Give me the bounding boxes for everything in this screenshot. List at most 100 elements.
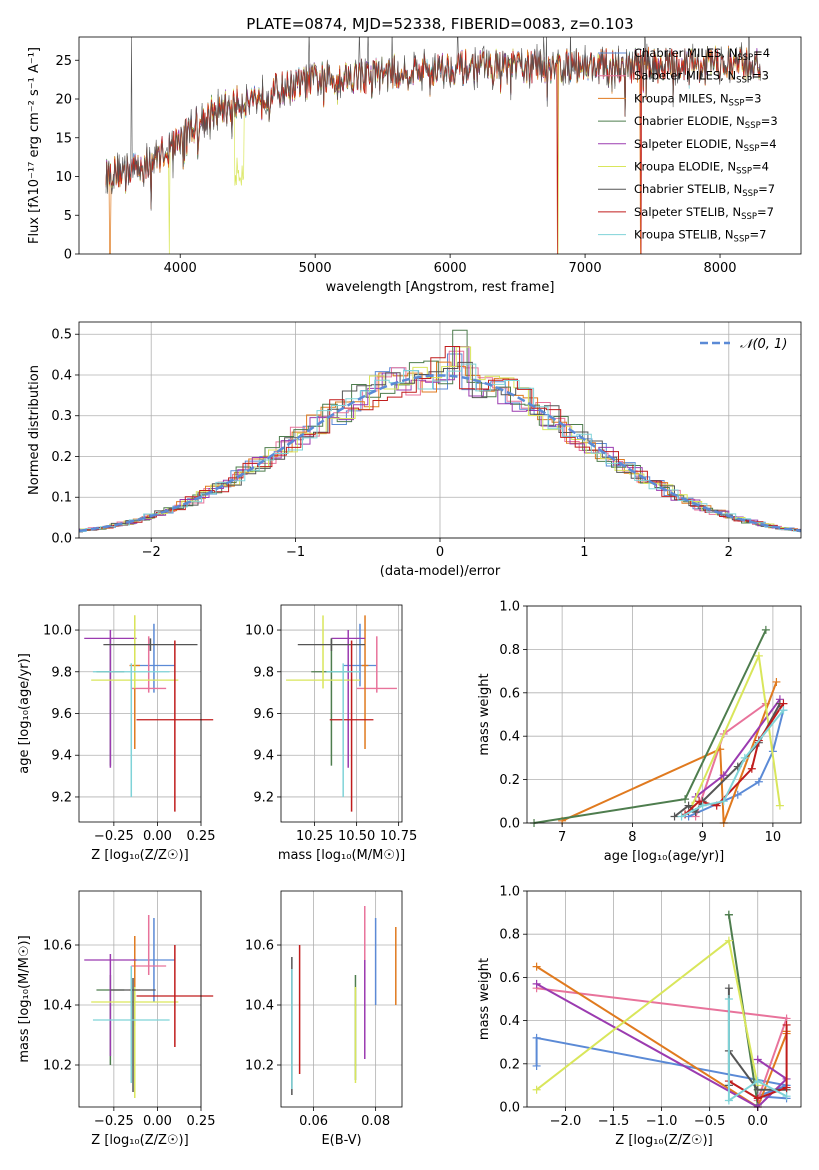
y-axis-label: Normed distribution xyxy=(27,365,42,495)
y-tick-label: 20 xyxy=(55,93,72,108)
mass-vs-metallicity-plot: −0.25 0.00 0.25 10.2 10.4 10.6 Z [log₁₀(Z/Z☉)]… xyxy=(17,890,215,1148)
plot-frame xyxy=(78,890,202,1108)
x-tick-label: 0 xyxy=(436,545,444,560)
x-tick-label: 0.00 xyxy=(143,829,172,844)
weight-marker-salpeter_elodie xyxy=(719,771,728,780)
weight-line-kroupa_stelib xyxy=(727,999,788,1103)
y-tick-label: 10.0 xyxy=(43,624,72,639)
weight-marker-kroupa_stelib xyxy=(740,753,749,762)
y-tick-label: 1.0 xyxy=(499,885,520,900)
hist-salpeter_stelib xyxy=(79,346,801,532)
x-tick-label: 0.25 xyxy=(187,829,216,844)
y-tick-label: 0.2 xyxy=(51,450,72,465)
weight-vs-metallicity-plot: −2.0 −1.5 −1.0 −0.5 0.0 0.0 0.2 0.4 0.6 0.8 1.0 Z [… xyxy=(477,885,802,1148)
errorbar-salpeter_stelib xyxy=(136,640,214,812)
y-tick-label: 10.2 xyxy=(43,1059,72,1074)
errorbar-salpeter_miles xyxy=(356,636,397,693)
y-axis-label: mass [log₁₀(M/M☉)] xyxy=(17,935,32,1062)
normal-curve xyxy=(79,374,801,533)
y-tick-label: 0.2 xyxy=(499,1057,520,1072)
x-tick-label: 8000 xyxy=(703,261,736,276)
y-tick-label: 9.4 xyxy=(51,749,72,764)
weight-marker-chabrier_miles xyxy=(754,777,763,786)
y-tick-label: 0.3 xyxy=(51,409,72,424)
weight-marker-kroupa_elodie xyxy=(775,801,784,810)
y-axis-label: age [log₁₀(age/yr)] xyxy=(17,653,32,774)
errorbar-salpeter_stelib xyxy=(329,640,374,812)
x-tick-label: 2 xyxy=(725,545,733,560)
age-vs-metallicity-plot: −0.25 0.00 0.25 9.2 9.4 9.6 9.8 10.0 Z [log₁₀(Z/… xyxy=(17,604,216,863)
errorbar-kroupa_stelib xyxy=(92,663,170,797)
y-axis-label: Flux [fλ10⁻¹⁷ erg cm⁻² s⁻¹ A⁻¹] xyxy=(27,47,42,244)
x-axis-label: Z [log₁₀(Z/Z☉)] xyxy=(91,848,188,863)
y-tick-label: 9.4 xyxy=(253,749,274,764)
y-tick-label: 10.0 xyxy=(245,624,274,639)
x-tick-label: −2 xyxy=(142,545,161,560)
y-tick-label: 0.0 xyxy=(499,817,520,832)
weight-marker-salpeter_stelib xyxy=(747,764,756,773)
weight-marker-chabrier_elodie xyxy=(761,625,770,634)
y-tick-label: 0 xyxy=(64,248,72,263)
spectrum-lines xyxy=(105,37,761,254)
x-tick-label: 0.00 xyxy=(143,1114,172,1129)
weight-marker-salpeter_stelib xyxy=(782,1083,791,1092)
y-tick-label: 0.8 xyxy=(499,643,520,658)
x-tick-label: −0.25 xyxy=(94,829,134,844)
x-tick-label: −0.5 xyxy=(694,1114,726,1129)
weight-marker-chabrier_elodie xyxy=(724,910,733,919)
weight-marker-kroupa_miles xyxy=(772,677,781,686)
errorbar-salpeter_miles xyxy=(131,636,167,693)
y-tick-label: 25 xyxy=(55,54,72,69)
y-tick-label: 10.2 xyxy=(245,1059,274,1074)
weight-marker-chabrier_stelib xyxy=(724,984,733,993)
x-tick-label: 10 xyxy=(765,830,782,845)
y-tick-label: 0.6 xyxy=(499,686,520,701)
weight-marker-chabrier_stelib xyxy=(753,1085,762,1094)
x-tick-label: 0.08 xyxy=(361,1114,390,1129)
weight-marker-chabrier_stelib xyxy=(684,801,693,810)
y-tick-label: 0.8 xyxy=(499,928,520,943)
x-tick-label: 7000 xyxy=(569,261,602,276)
x-tick-label: 0.0 xyxy=(747,1114,768,1129)
weight-marker-salpeter_stelib xyxy=(782,1020,791,1029)
spectrum-legend: Chabrier MILES, NSSP=4 Salpeter MILES, NS… xyxy=(598,46,778,245)
errorbar-kroupa_elodie xyxy=(91,615,179,689)
weight-marker-kroupa_stelib xyxy=(779,706,788,715)
weight-marker-chabrier_miles xyxy=(532,1061,541,1070)
y-tick-label: 10 xyxy=(55,170,72,185)
errorbar-kroupa_stelib xyxy=(326,663,360,797)
weight-marker-kroupa_stelib xyxy=(698,801,707,810)
errorbar-salpeter_elodie xyxy=(84,630,137,768)
y-tick-label: 0.5 xyxy=(51,328,72,343)
x-tick-label: 10.50 xyxy=(338,829,375,844)
legend-label-chabrier_stelib: Chabrier STELIB, NSSP=7 xyxy=(634,182,775,199)
legend-label-kroupa_stelib: Kroupa STELIB, NSSP=7 xyxy=(634,228,766,245)
errorbar-kroupa_stelib xyxy=(92,966,170,1083)
y-tick-label: 9.8 xyxy=(51,665,72,680)
weight-marker-kroupa_stelib xyxy=(724,1096,733,1105)
y-tick-label: 0.2 xyxy=(499,773,520,788)
y-tick-label: 9.2 xyxy=(253,790,274,805)
y-tick-label: 15 xyxy=(55,131,72,146)
legend-label-chabrier_elodie: Chabrier ELODIE, NSSP=3 xyxy=(634,114,778,131)
x-axis-label: wavelength [Angstrom, rest frame] xyxy=(326,280,555,295)
weight-marker-kroupa_miles xyxy=(532,962,541,971)
weight-marker-chabrier_miles xyxy=(532,1033,541,1042)
y-tick-label: 0.4 xyxy=(51,368,72,383)
weight-marker-kroupa_elodie xyxy=(754,651,763,660)
x-tick-label: 10.25 xyxy=(296,829,333,844)
errorbar-kroupa_miles xyxy=(361,615,369,749)
spectrum-plot: 4000 5000 6000 7000 8000 0 5 10 15 20 25 wavelength… xyxy=(27,36,802,295)
spectrum-title: PLATE=0874, MJD=52338, FIBERID=0083, z=0… xyxy=(246,15,633,33)
legend-label-salpeter_stelib: Salpeter STELIB, NSSP=7 xyxy=(634,205,774,222)
weight-vs-age-plot: 7 8 9 10 0.0 0.2 0.4 0.6 0.8 1.0 age [log₁₀(age/yr… xyxy=(477,600,802,864)
errorbar-chabrier_stelib xyxy=(110,978,156,1092)
weight-marker-kroupa_stelib xyxy=(782,1092,791,1101)
weight-marker-chabrier_elodie xyxy=(681,795,690,804)
errorbar-salpeter_elodie xyxy=(84,954,137,1056)
errorbar-chabrier_stelib xyxy=(297,638,366,651)
x-tick-label: −1.0 xyxy=(646,1114,678,1129)
errorbar-salpeter_elodie xyxy=(331,630,366,768)
weight-marker-salpeter_stelib xyxy=(695,797,704,806)
